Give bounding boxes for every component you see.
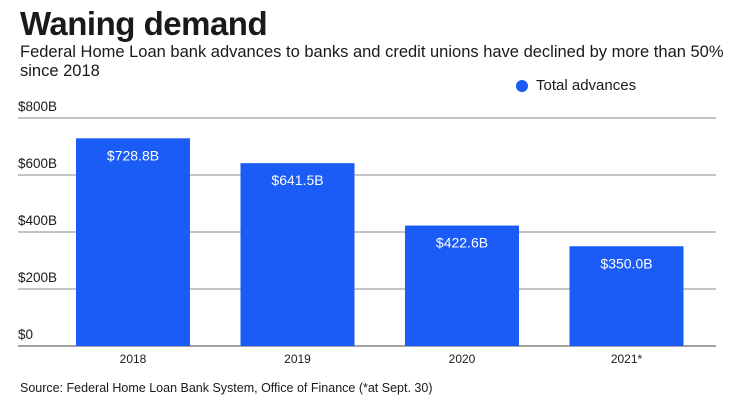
data-label: $641.5B <box>271 172 323 188</box>
source-note: Source: Federal Home Loan Bank System, O… <box>20 381 433 395</box>
legend-swatch <box>516 79 528 92</box>
x-tick-label: 2018 <box>120 352 147 366</box>
y-tick-label: $600B <box>18 156 57 171</box>
bar <box>76 138 190 346</box>
y-tick-label: $200B <box>18 270 57 285</box>
y-tick-label: $400B <box>18 213 57 228</box>
data-label: $728.8B <box>107 147 159 163</box>
bar <box>569 246 684 346</box>
y-tick-label: $800B <box>18 99 57 114</box>
data-label: $350.0B <box>600 255 652 271</box>
chart-title: Waning demand <box>20 5 268 42</box>
legend-label: Total advances <box>536 77 637 94</box>
x-tick-label: 2021* <box>611 352 643 366</box>
y-tick-label: $0 <box>18 327 33 342</box>
chart-subtitle: Federal Home Loan bank advances to banks… <box>20 43 724 80</box>
bar <box>240 163 355 346</box>
bar <box>405 225 519 346</box>
x-tick-label: 2019 <box>284 352 311 366</box>
data-label: $422.6B <box>436 235 488 251</box>
legend: Total advances <box>516 77 636 94</box>
x-tick-label: 2020 <box>449 352 476 366</box>
